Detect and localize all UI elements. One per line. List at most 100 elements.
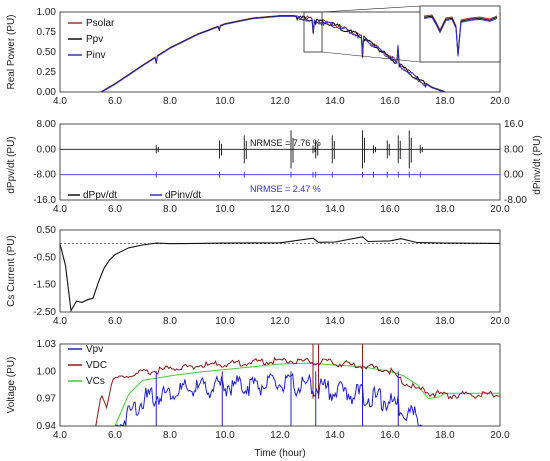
y-tick-label: 1.00	[37, 366, 57, 377]
x-tick-label: 20.0	[490, 204, 510, 215]
y-tick-label: 0.50	[37, 225, 57, 236]
cs-current-yticks: 0.50 -0.50 -1.50 -2.50	[33, 225, 56, 318]
series-line-vcs	[114, 362, 500, 427]
series-line-ppv	[101, 15, 446, 93]
y-tick-label-right: 16.0	[504, 119, 524, 130]
y-tick-label: -16.0	[33, 195, 56, 206]
derivative-right-ylabel: dPinv/dt (PU)	[532, 135, 543, 194]
real-power-panel: Real Power (PU) 0.00 0.25 0.50 0.75 1.00 4.0…	[6, 5, 510, 107]
x-tick-label: 6.0	[108, 204, 122, 215]
legend-label-vpv: Vpv	[86, 344, 103, 355]
x-tick-label: 18.0	[435, 430, 455, 441]
cs-current-plot-frame	[59, 229, 501, 313]
cs-current-ylabel: Cs Current (PU)	[6, 235, 17, 307]
zoom-region-box	[303, 11, 323, 53]
y-tick-label: 1.03	[37, 339, 57, 350]
x-tick-label: 6.0	[108, 430, 122, 441]
nrmse-pinv-annotation: NRMSE = 2.47 %	[250, 184, 321, 194]
inset-line-pinv	[423, 16, 498, 57]
series-line-pinv	[101, 15, 445, 93]
y-tick-label: -2.50	[33, 307, 56, 318]
x-tick-label: 18.0	[435, 204, 455, 215]
voltage-legend: Vpv VDC VCs	[68, 344, 107, 387]
x-tick-label: 12.0	[270, 204, 290, 215]
voltage-series	[95, 344, 501, 427]
series-line-cs-current	[59, 236, 501, 313]
series-line-vpv	[114, 371, 423, 427]
x-tick-label: 20.0	[490, 316, 510, 327]
voltage-panel: Voltage (PU) 1.03 1.00 0.97 0.94 4.0 6.0 8.0 1…	[6, 339, 510, 441]
legend-label-ppv: Ppv	[86, 34, 103, 45]
x-tick-label: 12.0	[270, 316, 290, 327]
x-tick-label: 20.0	[490, 430, 510, 441]
legend-label-dpinv-dt: dPinv/dt	[165, 190, 201, 201]
x-tick-label: 4.0	[53, 96, 67, 107]
x-tick-label: 4.0	[53, 430, 67, 441]
x-tick-label: 10.0	[215, 316, 235, 327]
real-power-xticks: 4.0 6.0 8.0 10.0 12.0 14.0 16.0 18.0 20.0	[53, 96, 510, 107]
voltage-xticks: 4.0 6.0 8.0 10.0 12.0 14.0 16.0 18.0 20.0	[53, 430, 510, 441]
voltage-ylabel: Voltage (PU)	[6, 357, 17, 414]
x-tick-label: 10.0	[215, 430, 235, 441]
x-tick-label: 16.0	[380, 204, 400, 215]
real-power-series	[101, 15, 446, 93]
zoom-inset-series	[423, 14, 498, 57]
derivative-left-ylabel: dPpv/dt (PU)	[6, 136, 17, 193]
y-tick-label: -0.50	[33, 252, 56, 263]
derivative-plot-frame	[59, 123, 501, 201]
x-tick-label: 16.0	[380, 316, 400, 327]
x-tick-label: 10.0	[215, 204, 235, 215]
real-power-yticks: 0.00 0.25 0.50 0.75 1.00	[37, 7, 57, 98]
voltage-yticks: 1.03 1.00 0.97 0.94	[37, 339, 57, 432]
x-tick-label: 14.0	[325, 204, 345, 215]
derivative-xticks: 4.0 6.0 8.0 10.0 12.0 14.0 16.0 18.0 20.0	[53, 204, 510, 215]
x-axis-label: Time (hour)	[254, 448, 305, 459]
legend-label-dppv-dt: dPpv/dt	[83, 190, 117, 201]
series-line-psolar	[101, 15, 446, 92]
y-tick-label-right: 0.00	[504, 170, 524, 181]
y-tick-label: 0.00	[37, 87, 57, 98]
x-tick-label: 12.0	[270, 96, 290, 107]
y-tick-label: 0.25	[37, 67, 57, 78]
real-power-legend: Psolar Ppv Pinv	[68, 18, 115, 61]
y-tick-label: 0.94	[37, 421, 57, 432]
series-line-dpinv-dt	[60, 171, 500, 178]
x-tick-label: 14.0	[325, 430, 345, 441]
x-tick-label: 10.0	[215, 96, 235, 107]
derivative-series	[60, 130, 500, 178]
y-tick-label-right: -8.00	[504, 195, 527, 206]
y-tick-label: 8.00	[37, 119, 57, 130]
legend-label-pinv: Pinv	[86, 50, 105, 61]
x-tick-label: 8.0	[163, 204, 177, 215]
derivative-right-yticks: 16.0 8.00 0.00 -8.00	[504, 119, 527, 206]
x-tick-label: 4.0	[53, 204, 67, 215]
x-tick-label: 8.0	[163, 430, 177, 441]
derivative-left-yticks: 8.00 0.00 -8.00 -16.0	[33, 119, 56, 206]
cs-current-panel: Cs Current (PU) 0.50 -0.50 -1.50 -2.50 4.0 6…	[6, 225, 510, 327]
derivative-legend: dPpv/dt dPinv/dt	[68, 190, 201, 201]
y-tick-label: 0.75	[37, 27, 57, 38]
cs-current-series	[59, 236, 501, 313]
y-tick-label: 1.00	[37, 7, 57, 18]
real-power-ylabel: Real Power (PU)	[6, 14, 17, 89]
series-line-dppv-dt	[60, 130, 500, 169]
zoom-connector-bottom	[321, 51, 421, 63]
legend-label-vdc: VDC	[86, 360, 107, 371]
x-tick-label: 16.0	[380, 430, 400, 441]
x-tick-label: 12.0	[270, 430, 290, 441]
cs-current-xticks: 4.0 6.0 8.0 10.0 12.0 14.0 16.0 18.0 20.0	[53, 316, 510, 327]
x-tick-label: 14.0	[325, 96, 345, 107]
x-tick-label: 8.0	[163, 96, 177, 107]
y-tick-label: 0.97	[37, 394, 57, 405]
x-tick-label: 16.0	[380, 96, 400, 107]
zoom-connector-top	[321, 5, 421, 13]
x-tick-label: 20.0	[490, 96, 510, 107]
derivative-panel: dPpv/dt (PU) dPinv/dt (PU) 8.00 0.00 -8.00…	[6, 119, 543, 215]
x-tick-label: 8.0	[163, 316, 177, 327]
legend-label-vcs: VCs	[86, 376, 105, 387]
x-tick-label: 18.0	[435, 316, 455, 327]
x-tick-label: 6.0	[108, 316, 122, 327]
y-tick-label: -1.50	[33, 280, 56, 291]
legend-label-psolar: Psolar	[86, 18, 115, 29]
